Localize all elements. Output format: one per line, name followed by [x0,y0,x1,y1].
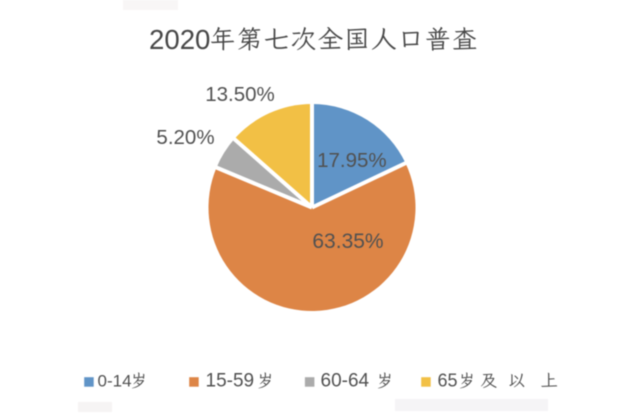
svg-text:2020: 2020 [149,24,210,55]
svg-text:60-64: 60-64 [321,371,370,392]
svg-text:63.35%: 63.35% [312,230,383,253]
svg-text:17.95%: 17.95% [317,149,387,172]
svg-text:13.50%: 13.50% [205,83,275,106]
svg-text:5.20%: 5.20% [156,126,214,149]
svg-text:65: 65 [438,371,458,391]
svg-text:0-14: 0-14 [98,372,132,391]
svg-text:15-59: 15-59 [206,371,255,392]
